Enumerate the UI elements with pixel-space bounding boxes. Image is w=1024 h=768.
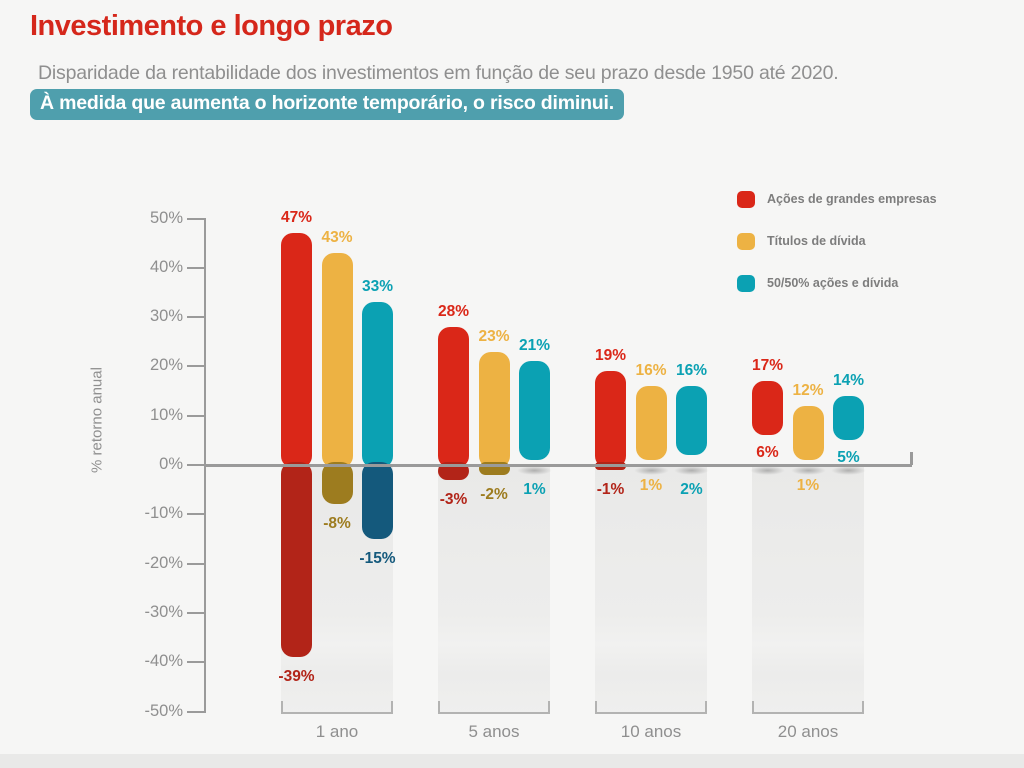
- bar-value-label: 1%: [639, 477, 663, 494]
- y-axis-line: [204, 217, 206, 713]
- bar-segment-positive: [635, 386, 667, 461]
- bar-value-label: 5%: [837, 449, 860, 467]
- bar-value-label: -1%: [596, 480, 625, 498]
- page-subtitle: Disparidade da rentabilidade dos investi…: [38, 62, 839, 84]
- y-tick-label: 50%: [149, 208, 183, 227]
- y-tick-label: 20%: [149, 356, 183, 375]
- y-tick-label: -30%: [144, 602, 183, 621]
- y-tick-label: 0%: [159, 455, 183, 473]
- bar-segment-negative: [321, 462, 353, 505]
- y-tick-label: -20%: [144, 553, 183, 572]
- bar-segment-positive: [281, 233, 312, 468]
- bar-value-label: 47%: [280, 209, 313, 227]
- y-tick-label: -10%: [144, 504, 183, 523]
- y-tick-mark: [187, 464, 205, 466]
- y-tick-mark: [187, 710, 205, 713]
- bar-value-label: -2%: [480, 485, 508, 503]
- legend-item-mixed: 50/50% ações e dívida: [737, 274, 898, 292]
- column-bracket: [438, 701, 550, 714]
- bar-value-label: -15%: [359, 549, 396, 567]
- bar-value-label: 33%: [361, 278, 394, 296]
- bar-shadow: [674, 466, 709, 475]
- bar-segment-positive: [321, 253, 353, 468]
- category-column: [595, 466, 707, 714]
- bottom-strip: [0, 754, 1024, 768]
- axis-end-tick: [910, 452, 913, 465]
- bar-segment-negative: [281, 462, 312, 658]
- bar-value-label: 43%: [321, 229, 353, 246]
- y-tick-label: 10%: [149, 405, 183, 424]
- bar-shadow: [633, 466, 669, 475]
- y-tick-label: -50%: [144, 701, 183, 720]
- column-bracket: [281, 701, 393, 714]
- y-tick-mark: [187, 365, 205, 368]
- bar-value-label: 21%: [518, 337, 551, 355]
- y-tick-label: 40%: [149, 257, 183, 276]
- category-label: 5 anos: [468, 722, 520, 741]
- y-tick-mark: [187, 414, 205, 417]
- category-label: 20 anos: [777, 722, 839, 741]
- bar-segment-positive: [595, 371, 626, 468]
- category-label: 1 ano: [315, 722, 359, 741]
- category-column: [752, 466, 864, 714]
- y-tick-mark: [187, 266, 205, 269]
- highlight-note: À medida que aumenta o horizonte temporá…: [30, 89, 624, 120]
- bar-segment-positive: [362, 302, 393, 468]
- bar-value-label: 1%: [796, 477, 820, 494]
- bar-value-label: 1%: [523, 481, 546, 498]
- bar-segment-positive: [438, 326, 469, 468]
- y-tick-mark: [187, 562, 205, 565]
- bar-segment-positive: [792, 405, 824, 461]
- y-tick-mark: [187, 611, 205, 614]
- bar-value-label: -39%: [278, 668, 315, 686]
- y-tick-mark: [187, 661, 205, 664]
- legend-item-stocks: Ações de grandes empresas: [737, 190, 937, 208]
- bar-shadow: [831, 466, 866, 475]
- bar-value-label: 16%: [675, 362, 708, 380]
- bar-segment-positive: [833, 395, 864, 441]
- legend-label-mixed: 50/50% ações e dívida: [767, 276, 899, 290]
- bar-shadow: [790, 466, 826, 475]
- bar-value-label: 12%: [792, 381, 824, 399]
- zero-axis-line: [206, 464, 912, 467]
- bar-value-label: 23%: [478, 327, 510, 345]
- bar-segment-positive: [752, 381, 783, 436]
- legend-label-stocks: Ações de grandes empresas: [767, 192, 937, 206]
- legend-item-bonds: Títulos de dívida: [737, 232, 866, 250]
- bar-value-label: 28%: [437, 302, 470, 320]
- bar-segment-positive: [676, 386, 707, 456]
- bar-value-label: 17%: [751, 357, 784, 375]
- bar-shadow: [750, 466, 785, 475]
- legend-swatch-red: [737, 190, 755, 208]
- y-tick-label: -40%: [144, 652, 183, 671]
- category-column: [438, 466, 550, 714]
- bar-value-label: -3%: [439, 490, 468, 508]
- bar-shadow: [517, 466, 552, 475]
- bar-value-label: 16%: [635, 362, 667, 380]
- y-tick-mark: [187, 217, 205, 220]
- column-bracket: [595, 701, 707, 714]
- column-bracket: [752, 701, 864, 714]
- bar-value-label: 19%: [594, 347, 627, 365]
- page-title: Investimento e longo prazo: [30, 10, 393, 42]
- y-tick-mark: [187, 316, 205, 319]
- bar-value-label: 14%: [832, 371, 865, 389]
- bar-segment-positive: [519, 361, 550, 461]
- bar-segment-negative: [362, 462, 393, 539]
- y-tick-mark: [187, 513, 205, 516]
- y-tick-label: 30%: [149, 307, 183, 326]
- bar-value-label: -8%: [323, 515, 351, 533]
- legend-swatch-gold: [737, 232, 755, 250]
- legend-label-bonds: Títulos de dívida: [767, 234, 866, 248]
- bar-value-label: 6%: [756, 444, 779, 462]
- category-label: 10 anos: [620, 722, 682, 741]
- bar-value-label: 2%: [680, 481, 703, 498]
- bar-segment-positive: [478, 351, 510, 468]
- legend-swatch-teal: [737, 274, 755, 292]
